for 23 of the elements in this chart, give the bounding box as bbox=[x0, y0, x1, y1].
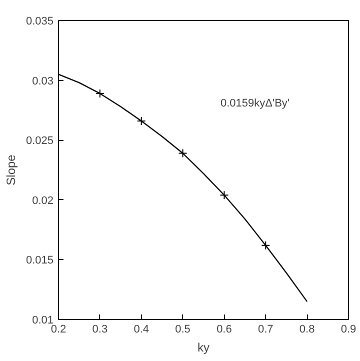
y-tick-label: 0.035 bbox=[26, 16, 54, 28]
x-tick-label: 0.2 bbox=[50, 324, 66, 336]
y-tick-label: 0.03 bbox=[32, 75, 54, 88]
x-tick-label: 0.7 bbox=[258, 324, 274, 336]
point bbox=[178, 148, 188, 158]
annotation: 0.0159kyΔ'By' bbox=[220, 98, 290, 110]
y-tick-label: 0.02 bbox=[32, 194, 54, 207]
y-tick-label: 0.01 bbox=[32, 314, 54, 326]
x-tick-label: 0.9 bbox=[340, 324, 356, 336]
x-tick-label: 0.3 bbox=[92, 324, 108, 336]
point bbox=[220, 190, 229, 200]
x-tick-label: 0.4 bbox=[134, 324, 150, 336]
point bbox=[261, 240, 270, 250]
y-axis-title: Slope bbox=[4, 154, 18, 186]
x-tick-label: 0.8 bbox=[299, 324, 315, 336]
point bbox=[95, 88, 104, 98]
x-tick-label: 0.5 bbox=[175, 324, 190, 336]
y-tick-label: 0.015 bbox=[26, 254, 54, 267]
y-tick-label: 0.025 bbox=[26, 135, 54, 148]
line-series bbox=[58, 74, 308, 302]
x-axis-title: ky bbox=[198, 340, 210, 354]
point bbox=[136, 116, 146, 126]
x-tick-label: 0.6 bbox=[216, 324, 232, 336]
